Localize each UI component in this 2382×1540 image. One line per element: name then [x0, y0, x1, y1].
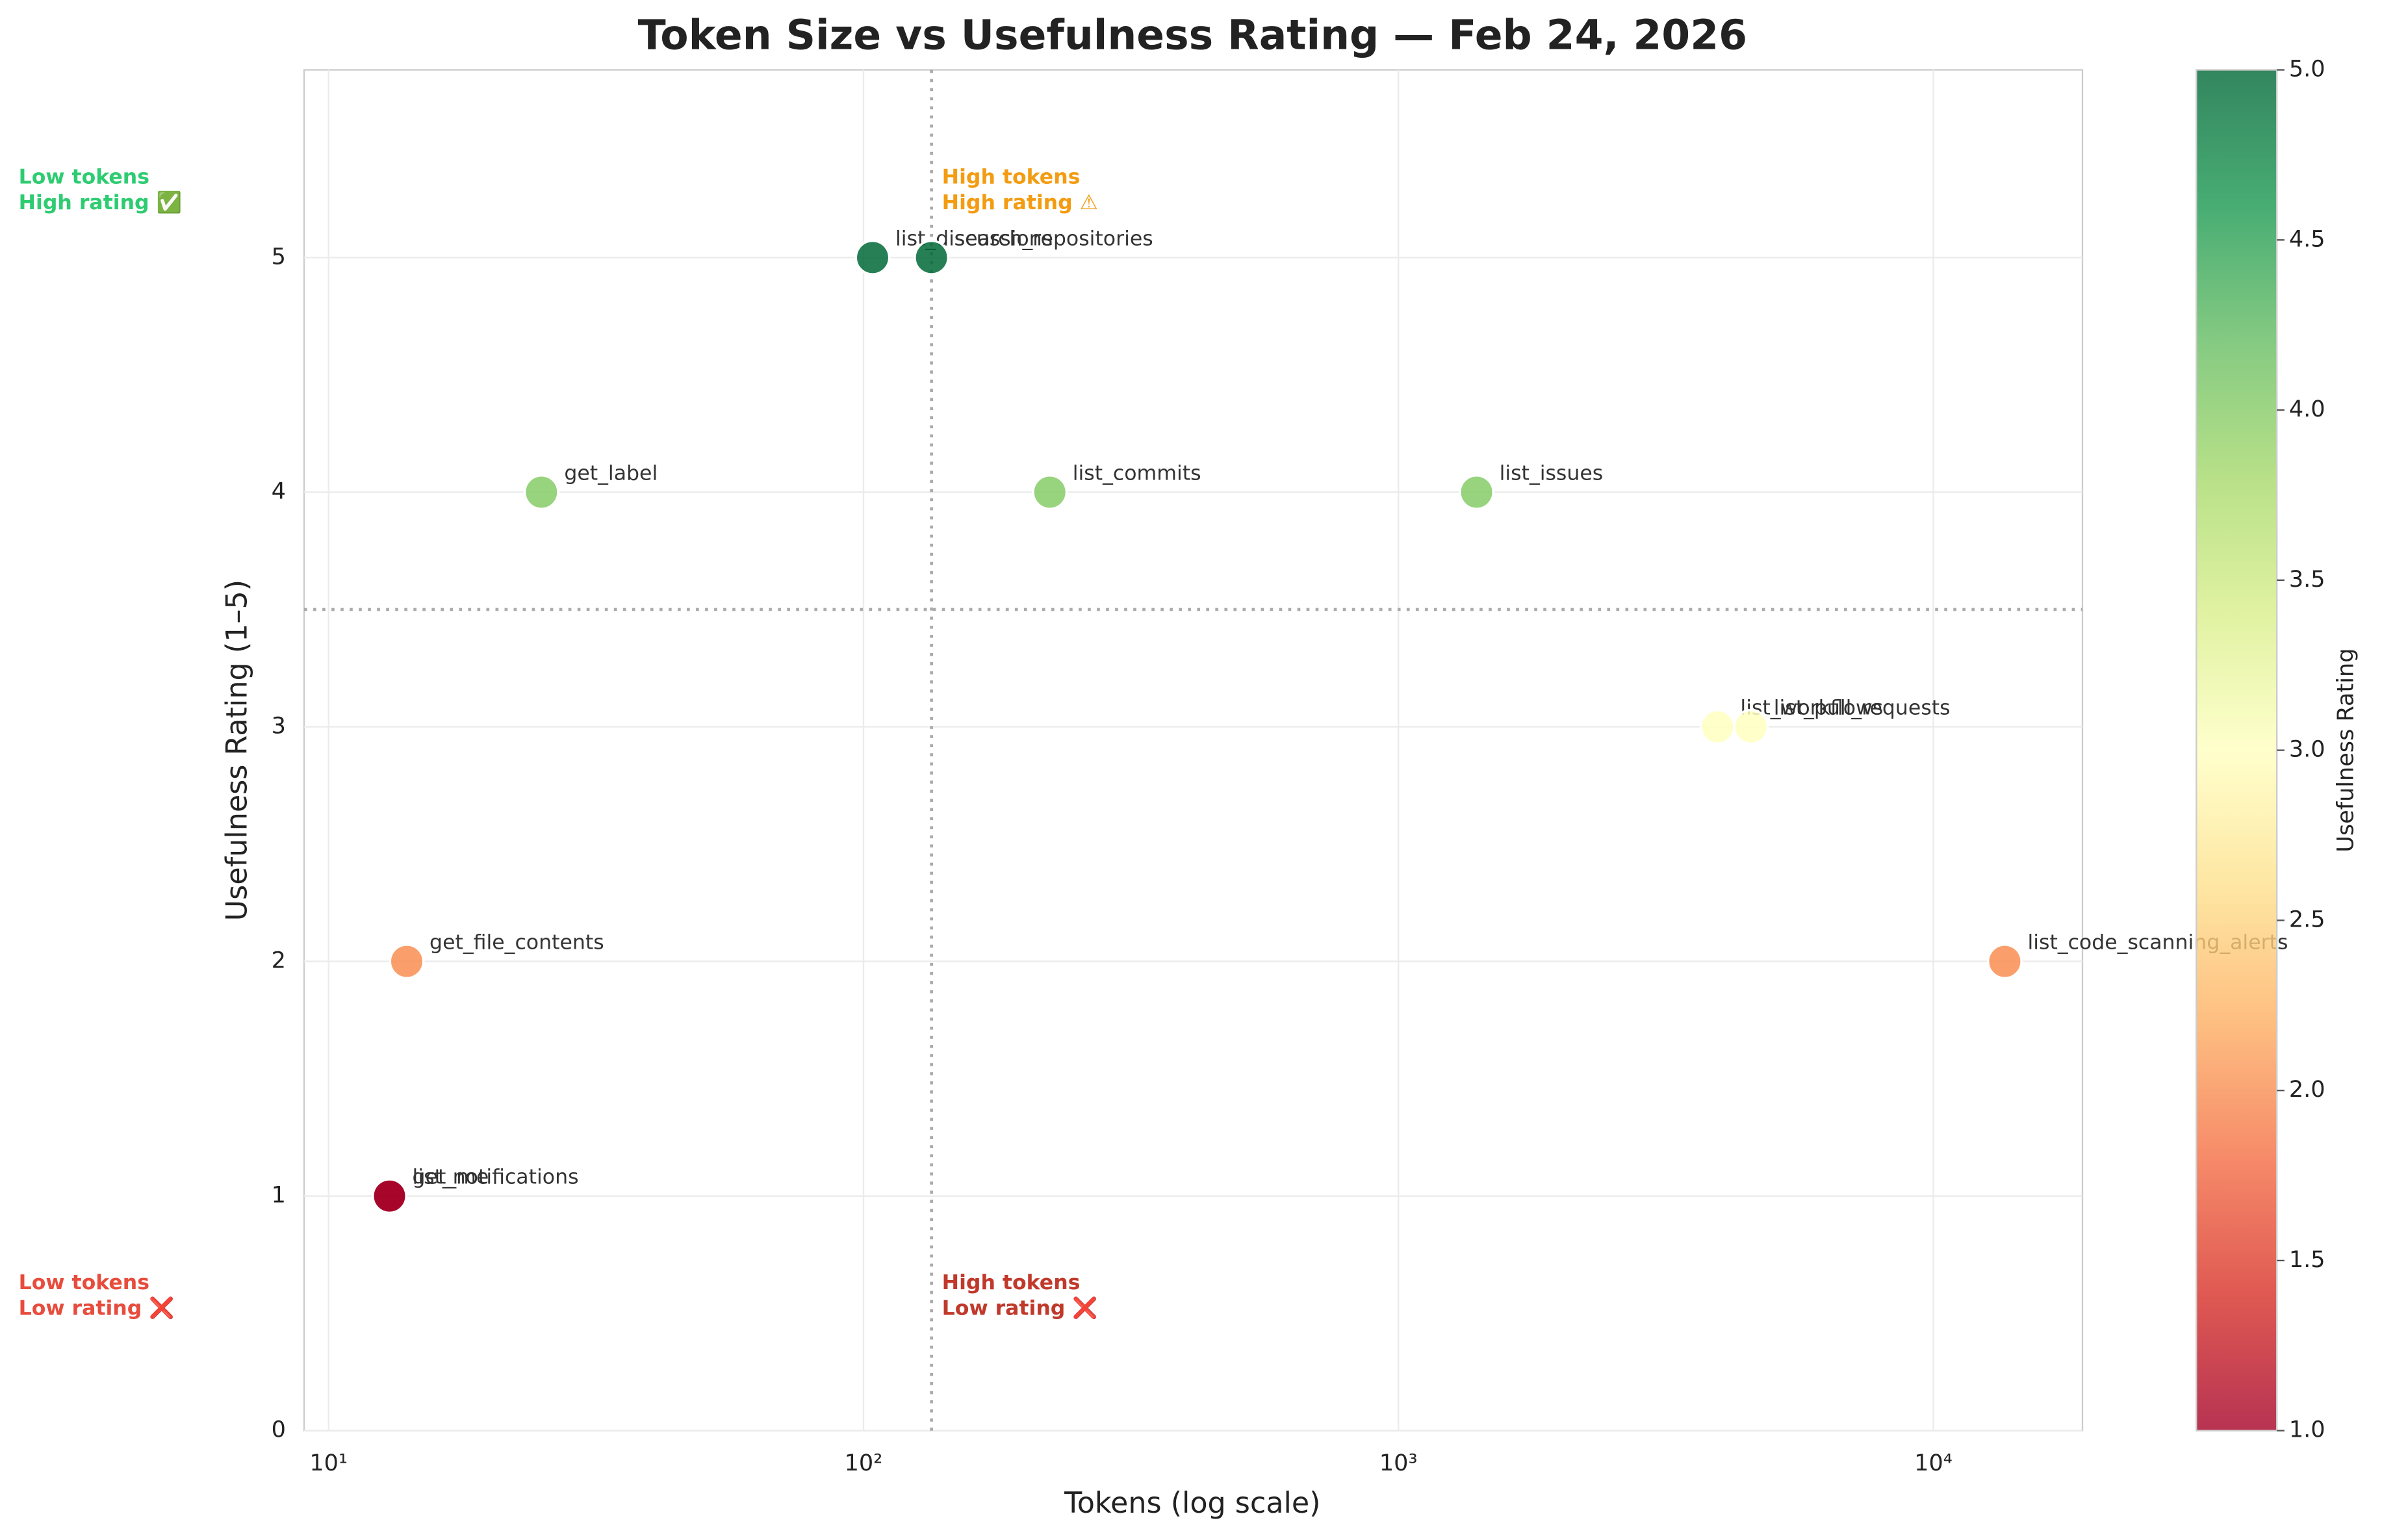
y-tick-label: 5	[272, 243, 286, 270]
y-tick-label: 3	[272, 713, 286, 739]
data-point	[1032, 474, 1068, 510]
y-tick-label: 0	[272, 1417, 286, 1443]
y-tick-label: 2	[272, 947, 286, 974]
point-label: search_repositories	[954, 227, 1153, 250]
colorbar-tick-label: 1.0	[2289, 1417, 2325, 1443]
quadrant-annotation: Low tokens	[19, 1271, 149, 1294]
point-label: list_issues	[1500, 461, 1604, 485]
chart-title: Token Size vs Usefulness Rating — Feb 24…	[638, 11, 1747, 59]
data-point	[1733, 709, 1769, 745]
x-axis-label: Tokens (log scale)	[1064, 1487, 1320, 1520]
quadrant-annotation: Low tokens	[19, 165, 149, 188]
colorbar-tick-label: 5.0	[2289, 56, 2325, 83]
quadrant-annotation: High rating ✅	[19, 190, 182, 214]
colorbar-tick-label: 2.5	[2289, 906, 2325, 932]
data-point	[1986, 943, 2023, 980]
x-tick-label: 10²	[845, 1450, 883, 1476]
data-point	[372, 1178, 407, 1214]
data-point	[854, 239, 891, 276]
colorbar-tick-label: 4.0	[2289, 396, 2325, 422]
data-point	[1459, 474, 1494, 510]
colorbar	[2196, 69, 2278, 1431]
x-tick-label: 10¹	[309, 1450, 348, 1476]
point-label: get_file_contents	[429, 931, 604, 955]
data-point	[1699, 709, 1735, 745]
point-label: list_commits	[1073, 461, 1201, 485]
y-tick-label: 1	[272, 1182, 286, 1209]
x-tick-label: 10³	[1379, 1450, 1418, 1476]
x-tick-label: 10⁴	[1914, 1450, 1953, 1476]
colorbar-label: Usefulness Rating	[2333, 648, 2359, 853]
quadrant-annotation: High tokens	[942, 1271, 1081, 1294]
quadrant-annotation: High rating ⚠	[942, 191, 1098, 214]
y-axis-label: Usefulness Rating (1–5)	[221, 580, 254, 921]
data-point	[523, 474, 559, 510]
point-label: list_notifications	[413, 1166, 579, 1189]
point-label: get_label	[564, 461, 658, 485]
colorbar-tick-label: 3.5	[2289, 566, 2325, 593]
point-label: get_me	[413, 1166, 489, 1189]
plot-background	[303, 69, 2084, 1431]
data-point	[389, 943, 425, 980]
y-tick-label: 4	[272, 478, 286, 504]
colorbar-tick-label: 4.5	[2289, 225, 2325, 252]
colorbar-tick-label: 1.5	[2289, 1246, 2325, 1273]
point-label: list_pull_requests	[1774, 696, 1951, 719]
quadrant-annotation: High tokens	[942, 165, 1081, 188]
colorbar-tick-label: 2.0	[2289, 1076, 2325, 1103]
quadrant-annotation: Low rating ❌	[942, 1296, 1098, 1320]
colorbar-tick-label: 3.0	[2289, 736, 2325, 763]
data-point	[914, 239, 950, 276]
quadrant-annotation: Low rating ❌	[19, 1296, 175, 1320]
